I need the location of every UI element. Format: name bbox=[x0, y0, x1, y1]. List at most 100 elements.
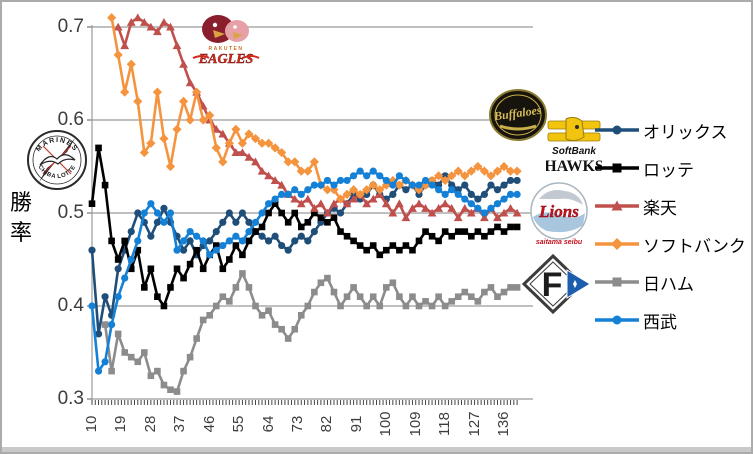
x-tick-label: 37 bbox=[171, 415, 189, 433]
data-point bbox=[474, 298, 482, 305]
data-point bbox=[265, 209, 272, 217]
data-point bbox=[336, 209, 345, 217]
data-point bbox=[238, 148, 247, 157]
data-point bbox=[512, 208, 522, 217]
data-point bbox=[350, 237, 357, 245]
data-point bbox=[271, 321, 279, 328]
data-point bbox=[506, 176, 515, 185]
data-point bbox=[481, 232, 488, 240]
data-point bbox=[133, 96, 143, 106]
data-point bbox=[212, 246, 220, 254]
data-point bbox=[134, 209, 142, 217]
data-point bbox=[226, 298, 233, 305]
lions-logo: Lions saitama seibu bbox=[525, 181, 595, 254]
data-point bbox=[408, 181, 417, 189]
data-point bbox=[362, 199, 372, 208]
data-point bbox=[487, 181, 495, 189]
data-point bbox=[343, 232, 351, 240]
data-point bbox=[394, 199, 404, 208]
data-point bbox=[271, 200, 279, 207]
data-point bbox=[101, 293, 109, 301]
data-point bbox=[304, 237, 312, 245]
data-point bbox=[127, 265, 135, 273]
data-point bbox=[180, 274, 187, 282]
data-point bbox=[415, 237, 423, 245]
data-point bbox=[362, 185, 372, 195]
data-point bbox=[199, 237, 207, 245]
y-tick-label: 0.4 bbox=[57, 295, 84, 316]
data-point bbox=[271, 195, 279, 203]
data-point bbox=[264, 237, 273, 245]
data-point bbox=[139, 147, 149, 158]
data-point bbox=[493, 213, 502, 222]
data-point bbox=[389, 190, 397, 198]
data-point bbox=[512, 166, 522, 176]
data-point bbox=[304, 219, 312, 226]
data-point bbox=[434, 204, 444, 212]
data-point bbox=[323, 208, 332, 217]
data-point bbox=[198, 115, 208, 125]
legend-label-seibu: 西武 bbox=[643, 312, 677, 332]
legend-label-nipponham: 日ハム bbox=[643, 274, 694, 294]
data-point bbox=[159, 134, 169, 144]
data-point bbox=[251, 157, 260, 166]
data-point bbox=[493, 186, 502, 194]
data-point bbox=[219, 241, 227, 250]
data-point bbox=[401, 213, 411, 222]
hawks-sub-text: SoftBank bbox=[552, 146, 596, 157]
x-tick-label: 127 bbox=[465, 411, 483, 437]
data-point bbox=[448, 298, 455, 305]
data-point bbox=[206, 237, 214, 245]
data-point bbox=[219, 265, 227, 273]
data-point bbox=[480, 209, 488, 217]
data-point bbox=[506, 190, 515, 198]
fighters-logo: F bbox=[520, 253, 592, 320]
data-point bbox=[356, 242, 364, 249]
data-point bbox=[355, 189, 365, 199]
data-point bbox=[108, 321, 116, 329]
data-point bbox=[225, 237, 233, 245]
data-point bbox=[257, 138, 267, 148]
data-point bbox=[428, 232, 436, 240]
data-point bbox=[224, 138, 234, 148]
data-point bbox=[121, 274, 129, 282]
buffaloes-logo: Buffaloes bbox=[488, 88, 548, 149]
data-point bbox=[349, 194, 358, 203]
data-point bbox=[172, 124, 182, 134]
data-point bbox=[468, 293, 475, 300]
data-point bbox=[284, 190, 292, 198]
data-point bbox=[376, 172, 384, 180]
data-point bbox=[349, 185, 359, 195]
data-point bbox=[232, 242, 240, 249]
data-point bbox=[173, 246, 181, 254]
y-tick-label: 0.5 bbox=[57, 202, 84, 223]
data-point bbox=[212, 228, 220, 236]
legend-label-softbank: ソフトバンク bbox=[643, 236, 746, 256]
data-point bbox=[336, 176, 345, 185]
data-point bbox=[440, 199, 450, 208]
data-point bbox=[422, 228, 429, 235]
data-point bbox=[461, 228, 469, 235]
data-point bbox=[329, 199, 339, 208]
legend-marker-softbank bbox=[595, 238, 639, 250]
data-point bbox=[356, 167, 364, 175]
data-point bbox=[303, 166, 313, 176]
data-point bbox=[133, 13, 143, 22]
legend-item-lotte: ロッテ bbox=[594, 156, 694, 180]
data-point bbox=[427, 208, 437, 217]
data-point bbox=[290, 157, 300, 167]
data-point bbox=[153, 209, 161, 217]
data-point bbox=[231, 124, 241, 134]
data-point bbox=[408, 204, 417, 212]
legend-item-softbank: ソフトバンク bbox=[594, 232, 746, 256]
data-point bbox=[239, 251, 246, 259]
data-point bbox=[492, 166, 503, 176]
data-point bbox=[263, 138, 274, 148]
data-point bbox=[114, 265, 122, 273]
data-point bbox=[383, 246, 390, 254]
data-point bbox=[402, 186, 410, 194]
data-point bbox=[284, 335, 292, 342]
data-point bbox=[193, 246, 200, 254]
data-point bbox=[154, 293, 161, 300]
